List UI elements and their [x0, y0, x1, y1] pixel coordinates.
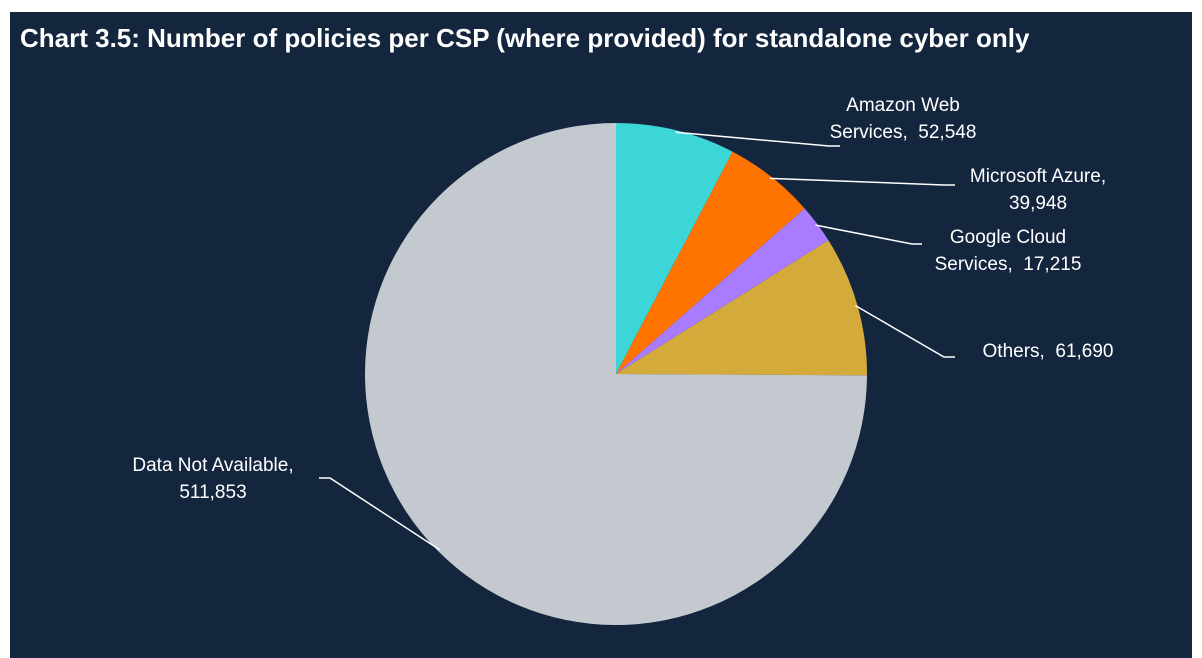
pie-slice-amazon-web-services [616, 123, 733, 374]
pie-slice-microsoft-azure [616, 151, 805, 374]
data-label-amazon-web-services: Amazon Web Services, 52,548 [830, 95, 977, 143]
pie-slice-data-not-available [365, 123, 867, 625]
pie-slice-others [616, 240, 868, 376]
pie-slice-google-cloud-services [616, 208, 829, 374]
leader-line-others [855, 304, 955, 358]
leader-line-google-cloud-services [815, 224, 922, 245]
leader-line-microsoft-azure [769, 177, 955, 186]
chart-title: Chart 3.5: Number of policies per CSP (w… [20, 23, 1030, 53]
leader-line-amazon-web-services [675, 131, 840, 147]
data-label-others: Others, 61,690 [983, 341, 1114, 362]
data-label-microsoft-azure: Microsoft Azure, 39,948 [970, 166, 1106, 214]
leader-line-data-not-available [319, 477, 440, 551]
data-label-data-not-available: Data Not Available, 511,853 [132, 455, 293, 503]
data-label-google-cloud-services: Google Cloud Services, 17,215 [935, 227, 1082, 275]
